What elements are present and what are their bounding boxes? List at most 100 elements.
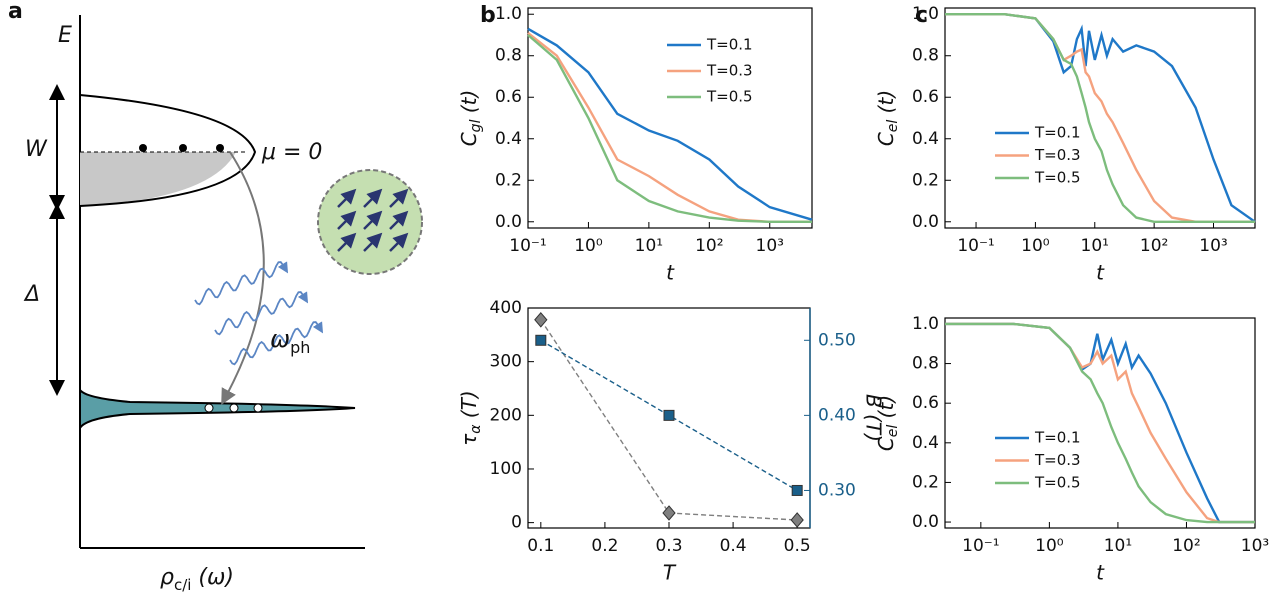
x-tick-label: 10² [1140,236,1168,256]
legend-label: T=0.3 [1034,451,1081,469]
y-axis-label: Cel (t) [874,395,902,451]
y-tick-label: 0.4 [912,129,939,149]
y-axis-label-part: C [874,437,898,451]
y-tick-label: 0.6 [912,393,939,413]
legend-label: T=0.1 [706,36,753,54]
spin-arrow [389,232,409,252]
y-axis-label: τα (T) [457,390,485,445]
x-axis-label: T [663,561,677,585]
x-tick-label: 10² [695,236,723,256]
gap-label: Δ [23,282,40,307]
plot-frame [944,317,1256,529]
series-line [945,322,1255,524]
spin-arrow [363,232,383,252]
x-tick-label: 10¹ [1104,536,1132,556]
y-tick-label: 0.0 [912,212,939,232]
x-tick-label: 10³ [756,236,784,256]
x-tick-label: 0.4 [720,536,747,556]
y-axis-label-part: C [457,132,481,146]
marker [790,512,804,528]
x-tick-label: 10¹ [635,236,663,256]
y-axis-label-part: (t) [874,395,898,425]
x-tick-label: 10² [1172,536,1200,556]
y-tick-label: 0.6 [912,87,939,107]
y-tick-label: 0.0 [495,212,522,232]
energy-label: E [58,23,72,48]
marker [534,312,548,328]
marker [663,409,675,421]
panel-label: b [480,3,496,28]
spin-arrow [337,210,357,230]
series-line [527,34,812,223]
hole [253,403,263,413]
y-tick-label: 0.2 [912,472,939,492]
y-tick-label: 0 [511,513,522,533]
upper-band [79,94,257,207]
y-axis-label-part: gl [468,119,484,132]
panel-label: a [8,0,23,24]
mu-label: μ = 0 [261,140,322,165]
x-tick-label: 10⁻¹ [957,236,994,256]
spin-arrow [363,188,383,208]
y-tick-label: 0.6 [495,87,522,107]
spin-arrow [363,210,383,230]
y2-tick-label: 0.30 [818,480,856,500]
spins [337,188,409,252]
y-axis-label-part: el [885,120,901,133]
hole [204,403,214,413]
y-tick-label: 0.0 [912,512,939,532]
legend-label: T=0.5 [706,88,753,106]
electron [139,144,147,152]
marker [662,505,676,521]
y-tick-label: 0.2 [912,170,939,190]
lower-band [79,387,356,432]
y-tick-label: 1.0 [495,4,522,24]
series-line [945,322,1255,524]
x-axis-label: t [666,261,675,285]
legend-label: T=0.3 [1034,146,1081,164]
dos-subscript: c/i [174,576,191,594]
series-line [527,31,812,223]
y-axis-label-part: (t) [457,90,481,120]
hole [229,403,239,413]
y-tick-label: 0.8 [912,354,939,374]
phonon-symbol: ω [270,325,290,353]
y-tick-label: 0.4 [912,433,939,453]
y-tick-label: 0.4 [495,129,522,149]
plot-frame [944,7,1256,229]
series-line [945,13,1256,223]
y2-tick-label: 0.40 [818,405,856,425]
electron [216,144,224,152]
x-tick-label: 10⁻¹ [509,236,546,256]
x-tick-label: 0.3 [655,536,682,556]
x-tick-label: 10⁰ [1021,236,1050,256]
spin-arrow [337,188,357,208]
spin-arrow [337,232,357,252]
y-axis-label-part: (T) [457,390,481,424]
phonon-label: ωph [270,325,310,357]
series-line [945,322,1255,524]
legend-label: T=0.5 [1034,169,1081,187]
dos-argument: (ω) [191,565,234,590]
marker [791,484,803,496]
x-tick-label: 10⁻¹ [962,536,999,556]
x-axis-label: t [1096,561,1105,585]
spin-arrow [389,188,409,208]
wave [194,261,289,306]
y-tick-label: 0.8 [495,46,522,66]
plot-frame [527,7,813,229]
marker [535,334,547,346]
x-tick-label: 0.2 [591,536,618,556]
x-tick-label: 10⁰ [574,236,603,256]
x-tick-label: 10¹ [1081,236,1109,256]
y-tick-label: 400 [490,298,522,318]
dos-label: ρc/i (ω) [160,565,234,594]
y-tick-label: 0.2 [495,170,522,190]
y-tick-label: 1.0 [912,314,939,334]
y-axis-label: Cel (t) [874,90,902,146]
x-tick-label: 0.1 [527,536,554,556]
y-tick-label: 200 [490,405,522,425]
series-line [945,13,1255,223]
y2-axis-label: B (T) [862,394,886,442]
